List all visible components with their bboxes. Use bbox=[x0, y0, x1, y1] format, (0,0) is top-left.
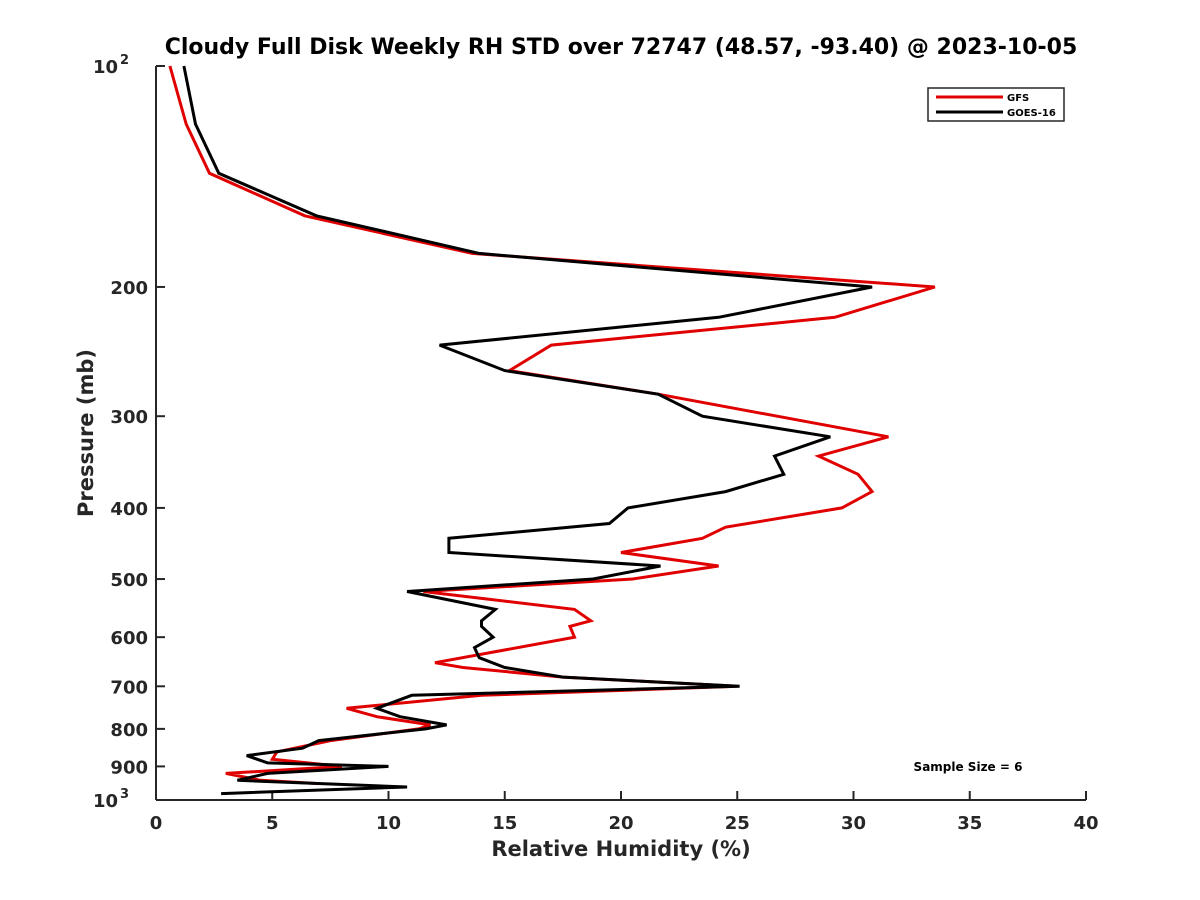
y-tick-label: 700 bbox=[110, 677, 148, 698]
x-tick-label: 35 bbox=[957, 813, 982, 834]
chart-title: Cloudy Full Disk Weekly RH STD over 7274… bbox=[165, 35, 1078, 60]
y-tick-label: 900 bbox=[110, 757, 148, 778]
series-line-goes16 bbox=[182, 65, 873, 796]
y-tick-label: 600 bbox=[110, 628, 148, 649]
series-group bbox=[168, 65, 936, 796]
y-tick-label: 300 bbox=[110, 407, 148, 428]
y-axis-label: Pressure (mb) bbox=[74, 349, 98, 517]
legend-label-gfs: GFS bbox=[1007, 93, 1029, 104]
x-tick-label: 20 bbox=[608, 813, 633, 834]
plot-area: 0 5 10 15 20 25 30 35 40 10 220030040050060070080… bbox=[93, 53, 1099, 834]
y-tick-label: 800 bbox=[110, 720, 148, 741]
x-tick-label: 40 bbox=[1073, 813, 1098, 834]
x-tick-label: 10 bbox=[376, 813, 401, 834]
y-tick-label: 500 bbox=[110, 570, 148, 591]
x-tick-label: 5 bbox=[266, 813, 279, 834]
y-tick-label: 200 bbox=[110, 278, 148, 299]
legend: GFS GOES-16 bbox=[927, 87, 1065, 122]
y-tick-label: 400 bbox=[110, 499, 148, 520]
legend-box bbox=[927, 87, 1065, 122]
sample-size-annotation: Sample Size = 6 bbox=[914, 760, 1023, 774]
x-tick-label: 30 bbox=[841, 813, 866, 834]
x-tick-label: 0 bbox=[150, 813, 163, 834]
legend-label-goes16: GOES-16 bbox=[1007, 108, 1056, 119]
x-axis-label: Relative Humidity (%) bbox=[491, 837, 750, 861]
x-axis-ticks: 0 5 10 15 20 25 30 35 40 bbox=[150, 791, 1099, 834]
x-tick-label: 15 bbox=[492, 813, 517, 834]
x-tick-label: 25 bbox=[725, 813, 750, 834]
